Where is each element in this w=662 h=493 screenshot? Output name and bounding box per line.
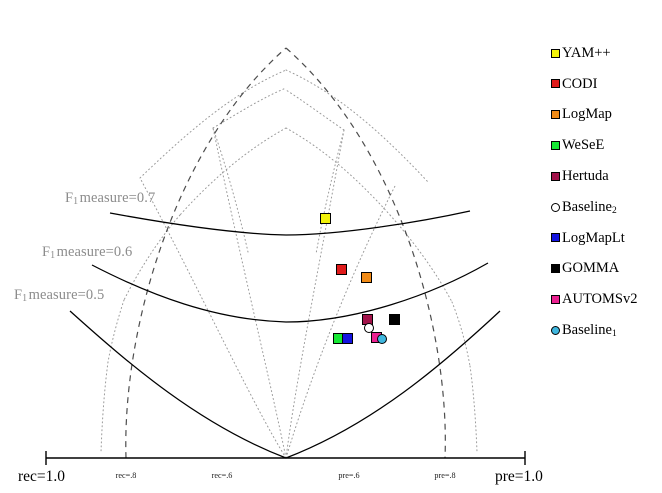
- legend-label: Hertuda: [562, 167, 609, 184]
- axis-tick-label: rec=.8: [115, 471, 137, 480]
- legend-label: LogMap: [562, 106, 612, 123]
- legend-swatch-square-icon: [551, 171, 560, 181]
- legend-item-codi[interactable]: CODI: [551, 75, 597, 93]
- f1-isoline-0.7: [109, 210, 471, 236]
- axis-tick-label: rec=.6: [211, 471, 233, 480]
- legend-label: CODI: [562, 75, 598, 92]
- f1-isolines: [69, 210, 501, 459]
- axis-label-recall-1: rec=1.0: [18, 468, 66, 485]
- legend-label: YAM++: [562, 44, 611, 61]
- legend-swatch-circle-icon: [551, 325, 560, 335]
- legend-swatch-square-icon: [551, 294, 560, 304]
- f1-label-0.7: F1 measure=0.7: [65, 190, 156, 207]
- data-point-codi[interactable]: [335, 263, 347, 275]
- legend-label-subscript: 1: [611, 329, 617, 340]
- f1-label-0.6: F1 measure=0.6: [42, 244, 133, 261]
- legend-label: LogMapLt: [562, 229, 625, 246]
- legend-label: AUTOMSv2: [562, 291, 638, 308]
- legend-label-subscript: 2: [611, 206, 617, 217]
- boundary-dashed-arc: [125, 47, 446, 459]
- legend-item-logmaplt[interactable]: LogMapLt: [551, 229, 625, 247]
- legend-swatch-square-icon: [551, 110, 560, 120]
- legend-item-wesee[interactable]: WeSeE: [551, 136, 604, 154]
- legend-swatch-square-icon: [551, 140, 560, 150]
- legend-label: WeSeE: [562, 137, 605, 154]
- legend-label: GOMMA: [562, 260, 620, 277]
- grid-dotted-lines: [100, 69, 478, 459]
- f1-label-0.5: F1 measure=0.5: [14, 287, 105, 304]
- legend-swatch-circle-icon: [551, 202, 560, 212]
- data-point-logmaplt[interactable]: [341, 332, 353, 344]
- data-point-gomma[interactable]: [388, 313, 400, 325]
- legend-label: Baseline2: [562, 198, 617, 217]
- f1-isoline-0.6: [91, 262, 489, 323]
- legend-item-baseline-2[interactable]: Baseline2: [551, 198, 617, 216]
- f1-isoline-0.5: [69, 310, 501, 459]
- legend-swatch-square-icon: [551, 79, 560, 89]
- axis-tick-label: pre=.8: [434, 471, 456, 480]
- legend-swatch-square-icon: [551, 233, 560, 243]
- legend-item-baseline-1[interactable]: Baseline1: [551, 321, 617, 339]
- legend-label: Baseline1: [562, 321, 617, 340]
- data-point-baseline2[interactable]: [364, 323, 374, 333]
- legend-item-gomma[interactable]: GOMMA: [551, 260, 619, 278]
- legend-swatch-square-icon: [551, 264, 560, 274]
- legend-item-hertuda[interactable]: Hertuda: [551, 167, 609, 185]
- axis-tick-label: pre=.6: [338, 471, 360, 480]
- legend-item-yam-[interactable]: YAM++: [551, 44, 611, 62]
- bottom-axis: [45, 451, 526, 465]
- axis-label-precision-1: pre=1.0: [495, 468, 543, 485]
- legend-swatch-square-icon: [551, 48, 560, 58]
- data-point-logmap[interactable]: [360, 271, 372, 283]
- legend-item-automsv2[interactable]: AUTOMSv2: [551, 290, 637, 308]
- legend-item-logmap[interactable]: LogMap: [551, 106, 612, 124]
- data-point-baseline1[interactable]: [377, 334, 387, 344]
- data-point-yam-[interactable]: [319, 212, 331, 224]
